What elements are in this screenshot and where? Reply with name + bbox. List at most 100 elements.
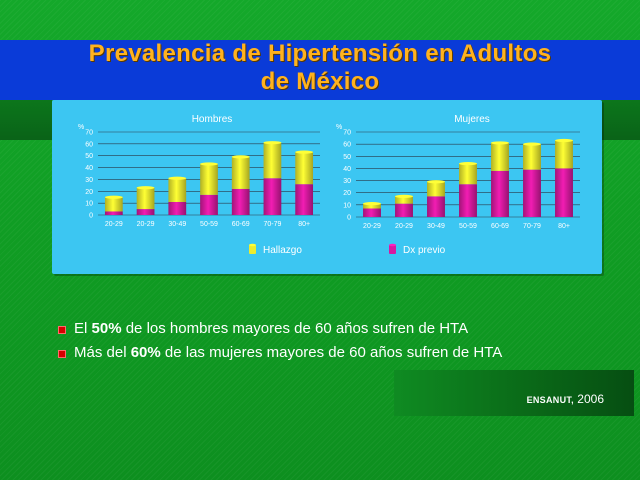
y-tick-label: 20 [85, 189, 93, 196]
slide-title-line-1: Prevalencia de Hipertensión en Adultos [88, 40, 552, 67]
bar-segment [168, 201, 187, 215]
bar-segment [104, 211, 123, 215]
bar-segment [523, 169, 541, 217]
x-tick-label: 20-29 [363, 223, 381, 230]
y-tick-label: 70 [343, 130, 351, 137]
legend-swatch-cap [249, 243, 256, 247]
legend-swatch [389, 245, 396, 254]
bar-segment [200, 194, 218, 215]
y-tick-label: 20 [343, 190, 351, 197]
y-axis-unit-label: % [336, 124, 342, 131]
bar-segment [555, 140, 573, 169]
x-tick-label: 60-69 [232, 221, 250, 228]
bar-segment [104, 197, 123, 212]
y-tick-label: 40 [343, 166, 351, 173]
slide-title-line-2: de México [260, 68, 380, 95]
y-tick-label: 0 [347, 215, 351, 222]
bar-cap [395, 194, 413, 198]
x-tick-label: 20-29 [105, 221, 123, 228]
y-tick-label: 10 [343, 202, 351, 209]
charts-svg: Hombres% 0 10 20 30 40 50 60 70 20-29 20-29 30-49 50… [78, 114, 580, 256]
bar-segment [491, 170, 509, 217]
chart-panel: Hombres% 0 10 20 30 40 50 60 70 20-29 20-29 30-49 50… [52, 100, 602, 274]
bar-segment [427, 181, 445, 197]
legend-swatch [249, 245, 256, 254]
bar-cap [136, 186, 155, 190]
bar-segment [523, 144, 541, 170]
x-tick-label: 80+ [558, 223, 570, 230]
bar-cap [263, 141, 282, 145]
y-tick-label: 30 [343, 178, 351, 185]
x-tick-label: 20-29 [137, 221, 155, 228]
source-org: ENSANUT, [526, 395, 574, 405]
bar-segment [295, 184, 314, 215]
bullet-text-pre: El [74, 320, 92, 337]
bar-segment [168, 178, 187, 202]
bar-segment [459, 184, 477, 217]
bar-cap [555, 138, 573, 143]
bar-segment [395, 196, 413, 204]
bar-cap [523, 142, 541, 146]
bar-segment [295, 152, 314, 185]
bar-cap [295, 150, 314, 154]
bullet-text-pre: Más del [74, 344, 131, 361]
bar-segment [263, 178, 282, 215]
bar-cap [104, 195, 123, 199]
source-box: ENSANUT, 2006 [394, 370, 634, 416]
source-citation: ENSANUT, 2006 [527, 392, 604, 406]
x-tick-label: 50-59 [200, 221, 218, 228]
bar-segment [395, 203, 413, 217]
x-tick-label: 50-59 [459, 223, 477, 230]
x-tick-label: 30-49 [427, 223, 445, 230]
x-tick-label: 30-49 [168, 221, 186, 228]
bullet-list: El 50% de los hombres mayores de 60 años… [58, 318, 618, 366]
y-tick-label: 30 [85, 177, 93, 184]
x-tick-label: 70-79 [263, 221, 281, 228]
x-tick-label: 60-69 [491, 223, 509, 230]
title-bar [0, 40, 640, 100]
bar-segment [491, 142, 509, 171]
bar-segment [459, 163, 477, 185]
chart-title: Mujeres [454, 114, 490, 125]
y-tick-label: 10 [85, 201, 93, 208]
bar-cap [427, 180, 445, 184]
bar-cap [363, 202, 381, 206]
bar-segment [136, 187, 155, 210]
y-tick-label: 40 [85, 165, 93, 172]
y-tick-label: 60 [85, 141, 93, 148]
legend-label: Dx previo [403, 245, 446, 256]
bullet-text-bold: 50% [91, 320, 122, 337]
x-tick-label: 20-29 [395, 223, 413, 230]
bullet-square-icon [58, 350, 66, 358]
right-shade [600, 92, 640, 140]
chart-title: Hombres [192, 114, 233, 125]
bar-cap [168, 176, 187, 180]
bullet-text-bold: 60% [130, 344, 161, 361]
bar-cap [459, 161, 477, 166]
bullet-square-icon [58, 326, 66, 334]
bar-segment [200, 164, 218, 195]
bullet-item: El 50% de los hombres mayores de 60 años… [58, 318, 618, 342]
x-tick-label: 70-79 [523, 223, 541, 230]
y-tick-label: 0 [89, 213, 93, 220]
bar-segment [231, 156, 250, 189]
bullet-item: Más del 60% de las mujeres mayores de 60… [58, 342, 618, 366]
bar-segment [363, 208, 381, 217]
bullet-text-post: de las mujeres mayores de 60 años sufren… [160, 344, 503, 361]
source-year: 2006 [573, 392, 604, 406]
y-axis-unit-label: % [78, 124, 84, 131]
y-tick-label: 70 [85, 130, 93, 137]
bar-segment [231, 188, 250, 215]
bar-segment [263, 142, 282, 179]
y-tick-label: 50 [85, 153, 93, 160]
bar-segment [427, 196, 445, 217]
bullet-text-post: de los hombres mayores de 60 años sufren… [121, 320, 469, 337]
y-tick-label: 60 [343, 142, 351, 149]
slide-title: Prevalencia de Hipertensión en Adultos d… [0, 40, 640, 100]
bar-segment [363, 203, 381, 209]
y-tick-label: 50 [343, 154, 351, 161]
bar-cap [200, 162, 218, 166]
legend-swatch-cap [389, 243, 396, 247]
bar-segment [136, 209, 155, 215]
bar-cap [231, 155, 250, 159]
